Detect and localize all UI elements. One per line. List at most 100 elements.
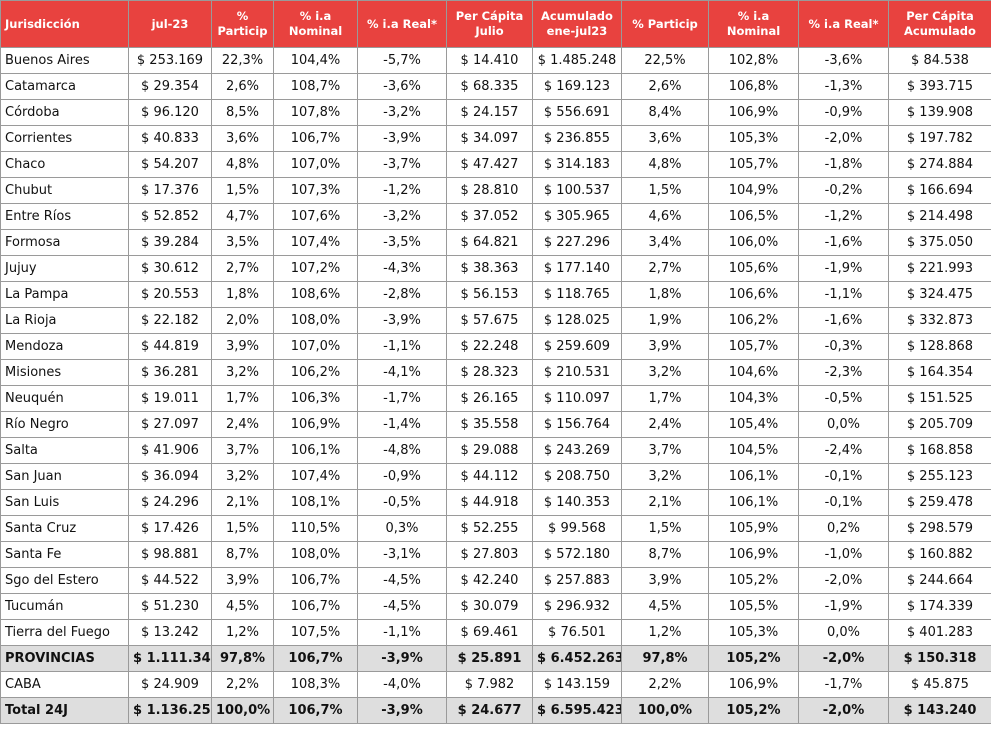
value-cell: -1,6% [798, 229, 889, 256]
value-cell: -1,8% [798, 151, 889, 178]
value-cell: 2,2% [621, 671, 709, 698]
value-cell: $ 324.475 [888, 281, 991, 308]
value-cell: -3,5% [357, 229, 447, 256]
value-cell: 3,4% [621, 229, 709, 256]
value-cell: 100,0% [211, 697, 274, 724]
value-cell: -1,7% [357, 385, 447, 412]
value-cell: $ 38.363 [446, 255, 533, 282]
value-cell: $ 118.765 [532, 281, 622, 308]
value-cell: 107,2% [273, 255, 358, 282]
value-cell: 108,7% [273, 73, 358, 100]
value-cell: $ 39.284 [128, 229, 212, 256]
value-cell: $ 24.296 [128, 489, 212, 516]
value-cell: -0,5% [798, 385, 889, 412]
value-cell: 105,9% [708, 515, 799, 542]
value-cell: 22,5% [621, 47, 709, 74]
value-cell: $ 29.354 [128, 73, 212, 100]
jurisdiction-cell: Salta [0, 437, 129, 464]
table-row: Santa Fe $ 98.881 8,7% 108,0% -3,1% $ 27.803 $… [0, 541, 991, 568]
value-cell: $ 139.908 [888, 99, 991, 126]
value-cell: $ 52.852 [128, 203, 212, 230]
value-cell: 1,5% [621, 177, 709, 204]
value-cell: 107,0% [273, 151, 358, 178]
value-cell: -3,2% [357, 99, 447, 126]
value-cell: -1,0% [798, 541, 889, 568]
value-cell: 104,9% [708, 177, 799, 204]
value-cell: $ 556.691 [532, 99, 622, 126]
value-cell: -0,1% [798, 489, 889, 516]
value-cell: -2,0% [798, 645, 889, 672]
value-cell: $ 177.140 [532, 255, 622, 282]
value-cell: 107,4% [273, 463, 358, 490]
jurisdiction-cell: Sgo del Estero [0, 567, 129, 594]
value-cell: 105,6% [708, 255, 799, 282]
total-row: Total 24J $ 1.136.256 100,0% 106,7% -3,9% $ 2… [0, 697, 991, 724]
value-cell: $ 236.855 [532, 125, 622, 152]
value-cell: $ 68.335 [446, 73, 533, 100]
value-cell: $ 257.883 [532, 567, 622, 594]
value-cell: $ 27.803 [446, 541, 533, 568]
value-cell: $ 164.354 [888, 359, 991, 386]
value-cell: 3,6% [211, 125, 274, 152]
table-body: Buenos Aires $ 253.169 22,3% 104,4% -5,7% $ 1… [0, 47, 991, 724]
value-cell: $ 255.123 [888, 463, 991, 490]
value-cell: -0,9% [798, 99, 889, 126]
value-cell: 106,7% [273, 593, 358, 620]
value-cell: $ 22.182 [128, 307, 212, 334]
jurisdiction-cell: Chubut [0, 177, 129, 204]
value-cell: 3,9% [621, 567, 709, 594]
value-cell: $ 143.240 [888, 697, 991, 724]
value-cell: 106,9% [708, 541, 799, 568]
value-cell: -4,5% [357, 567, 447, 594]
value-cell: 8,7% [211, 541, 274, 568]
value-cell: $ 259.478 [888, 489, 991, 516]
value-cell: 1,2% [621, 619, 709, 646]
value-cell: -3,6% [798, 47, 889, 74]
value-cell: $ 253.169 [128, 47, 212, 74]
value-cell: 108,3% [273, 671, 358, 698]
value-cell: $ 36.281 [128, 359, 212, 386]
value-cell: -0,3% [798, 333, 889, 360]
value-cell: 3,2% [211, 359, 274, 386]
value-cell: $ 26.165 [446, 385, 533, 412]
value-cell: $ 169.123 [532, 73, 622, 100]
jurisdiction-cell: Formosa [0, 229, 129, 256]
value-cell: $ 160.882 [888, 541, 991, 568]
value-cell: $ 44.918 [446, 489, 533, 516]
jurisdiction-cell: Córdoba [0, 99, 129, 126]
value-cell: 2,1% [211, 489, 274, 516]
table-row: Neuquén $ 19.011 1,7% 106,3% -1,7% $ 26.165 $ … [0, 385, 991, 412]
value-cell: $ 143.159 [532, 671, 622, 698]
value-cell: -1,6% [798, 307, 889, 334]
value-cell: $ 298.579 [888, 515, 991, 542]
value-cell: $ 572.180 [532, 541, 622, 568]
col-header-real-acum: % i.a Real* [798, 0, 889, 48]
value-cell: 3,9% [621, 333, 709, 360]
value-cell: 105,5% [708, 593, 799, 620]
value-cell: 3,9% [211, 333, 274, 360]
value-cell: $ 151.525 [888, 385, 991, 412]
value-cell: -3,7% [357, 151, 447, 178]
jurisdiction-cell: La Rioja [0, 307, 129, 334]
jurisdiction-cell: San Luis [0, 489, 129, 516]
value-cell: 107,6% [273, 203, 358, 230]
value-cell: $ 259.609 [532, 333, 622, 360]
value-cell: $ 42.240 [446, 567, 533, 594]
col-header-percapita-acum: Per Cápita Acumulado [888, 0, 991, 48]
value-cell: $ 20.553 [128, 281, 212, 308]
value-cell: 1,5% [211, 515, 274, 542]
col-header-jul23: jul-23 [128, 0, 212, 48]
jurisdiction-cell: Buenos Aires [0, 47, 129, 74]
value-cell: $ 166.694 [888, 177, 991, 204]
value-cell: 0,3% [357, 515, 447, 542]
value-cell: 2,1% [621, 489, 709, 516]
value-cell: $ 34.097 [446, 125, 533, 152]
value-cell: -1,9% [798, 593, 889, 620]
value-cell: 106,9% [708, 99, 799, 126]
value-cell: -1,7% [798, 671, 889, 698]
value-cell: $ 44.819 [128, 333, 212, 360]
value-cell: 106,1% [708, 463, 799, 490]
value-cell: 104,4% [273, 47, 358, 74]
value-cell: $ 28.810 [446, 177, 533, 204]
